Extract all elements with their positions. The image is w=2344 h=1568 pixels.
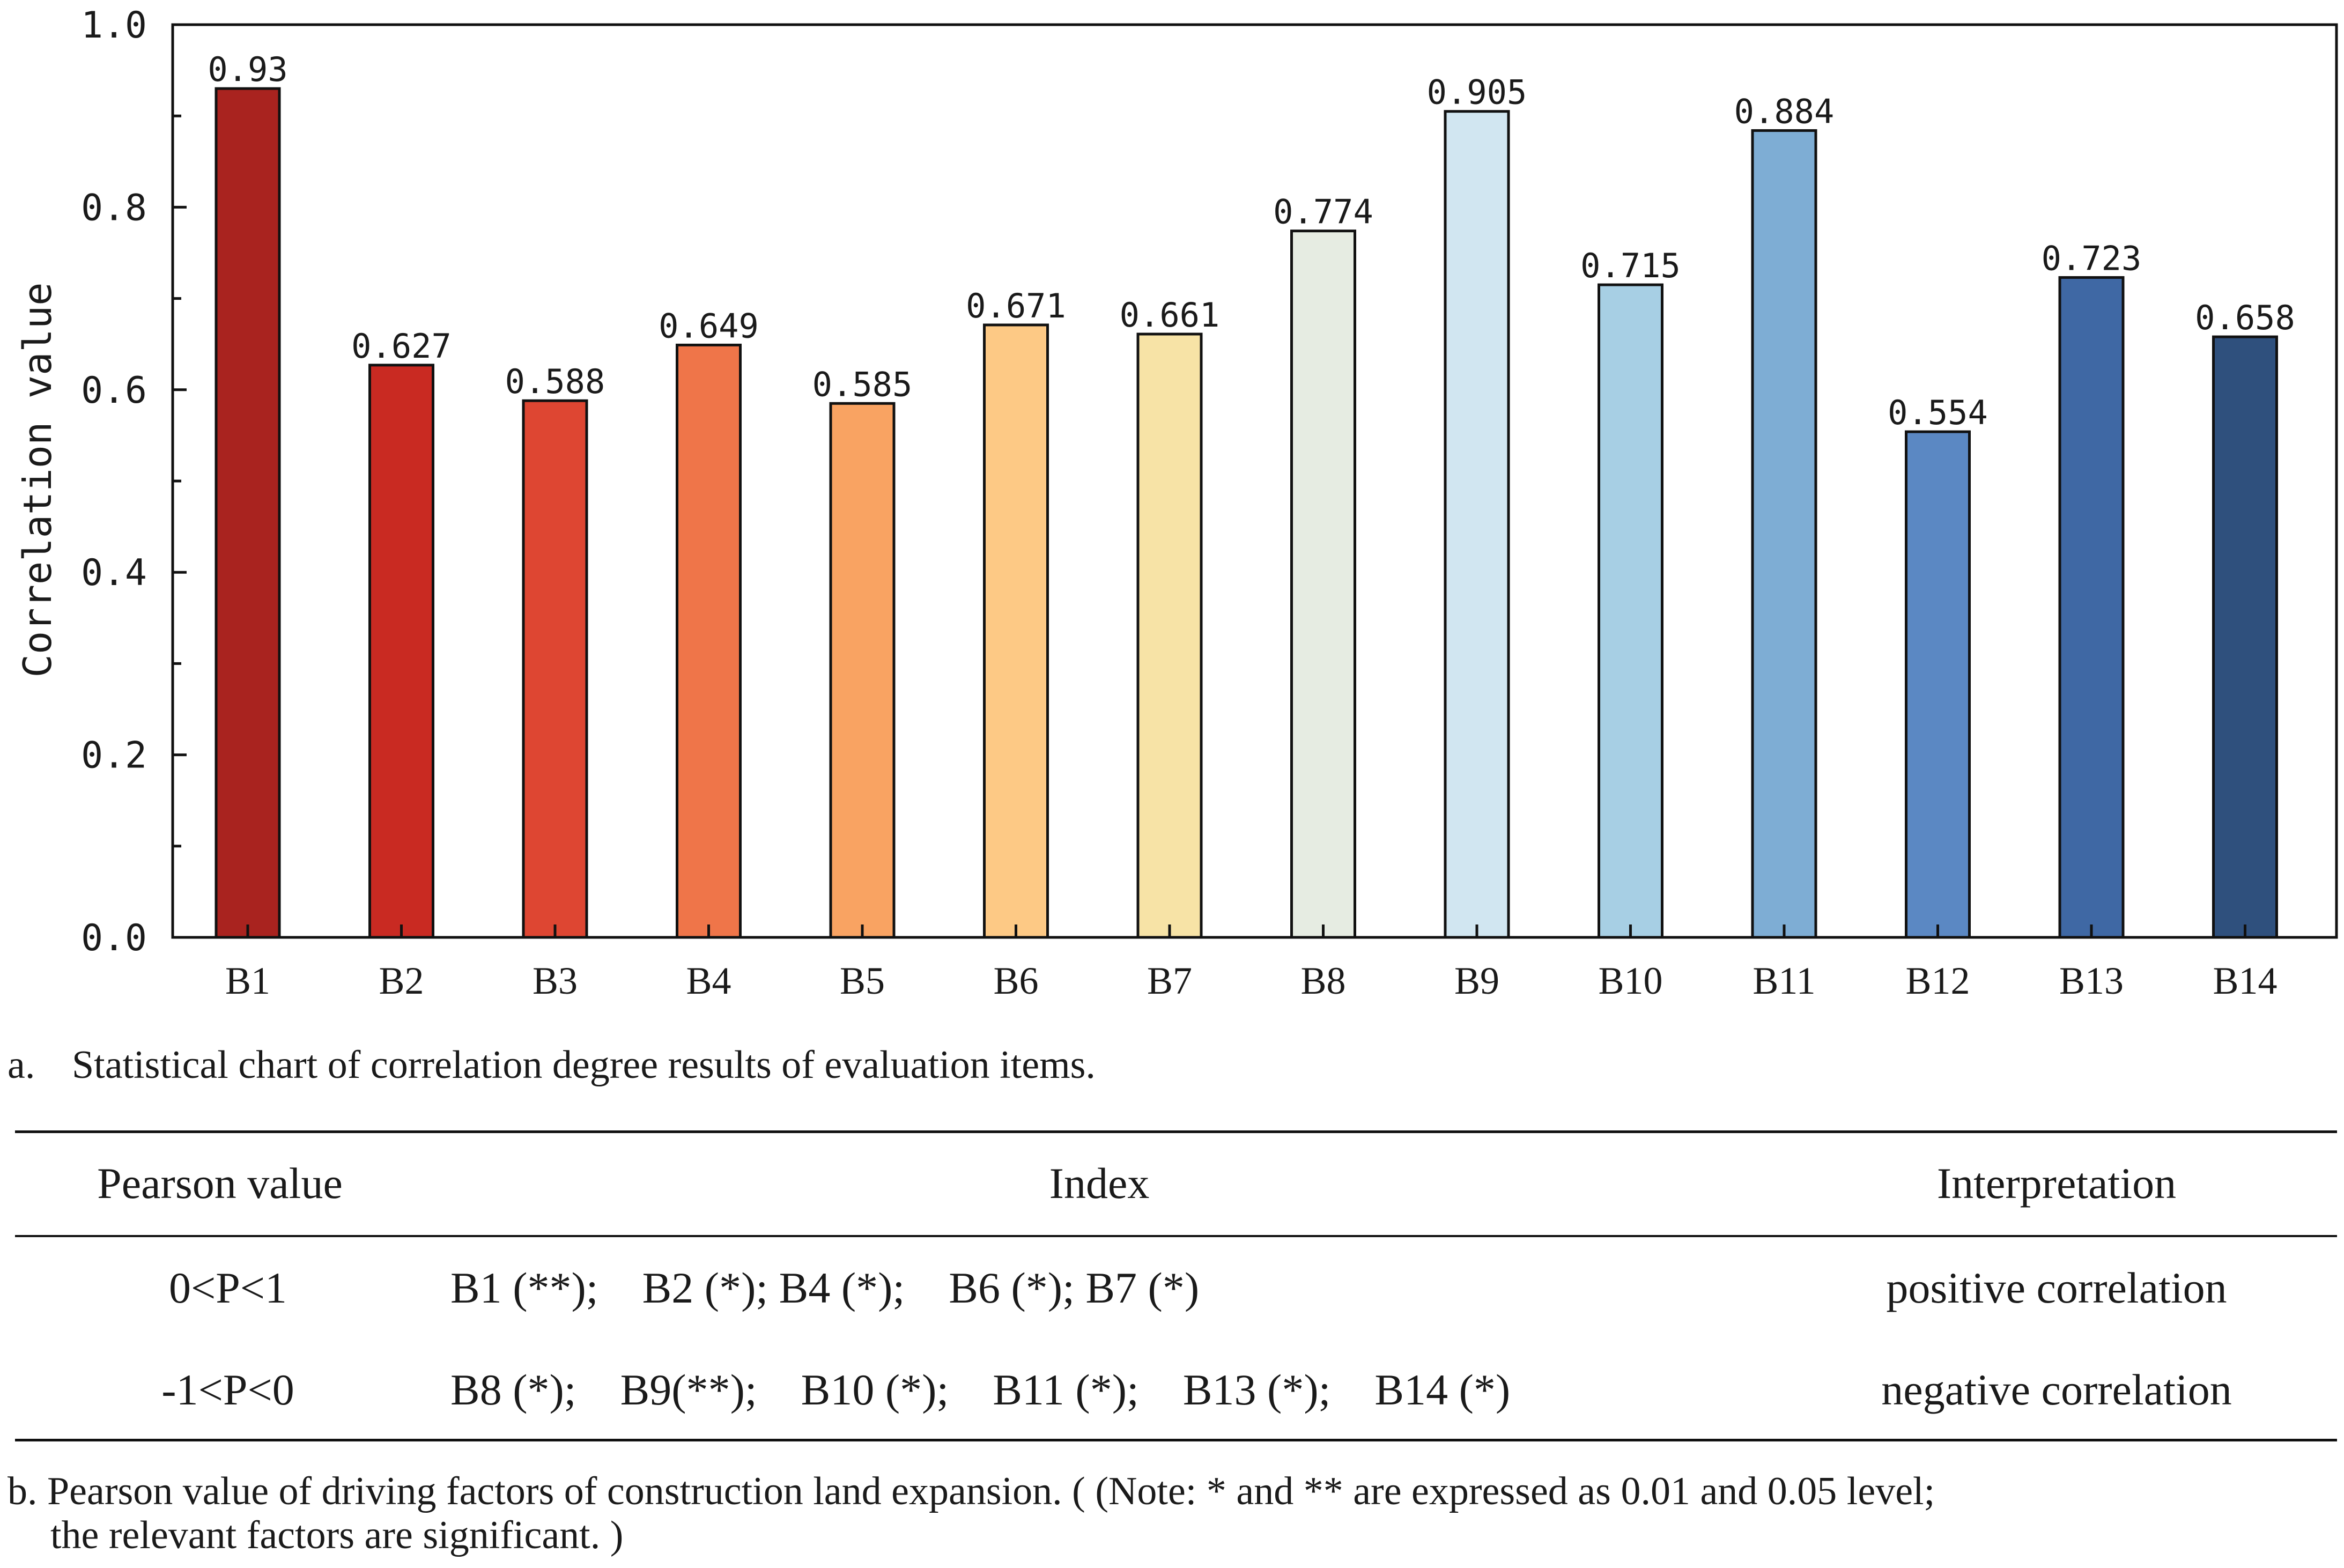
y-tick-label-0: 0.0 (81, 917, 147, 959)
x-tick-label-B11: B11 (1753, 959, 1815, 1002)
bar-B8 (1290, 230, 1356, 939)
value-label-B2: 0.627 (351, 327, 452, 366)
value-label-B4: 0.649 (659, 306, 759, 345)
value-label-B1: 0.93 (208, 50, 287, 89)
table-top-rule (15, 1130, 2337, 1133)
x-tick-label-B9: B9 (1454, 959, 1499, 1002)
y-tick-label-3: 0.6 (81, 369, 147, 412)
x-tick-label-B8: B8 (1300, 959, 1345, 1002)
x-tick-label-B10: B10 (1598, 959, 1662, 1002)
table-bottom-rule (15, 1439, 2337, 1441)
table-row-2-pearson: -1<P<0 (161, 1365, 294, 1414)
plot-frame (171, 23, 2338, 939)
table-row-1-index: B1 (**); B2 (*); B4 (*); B6 (*); B7 (*) (450, 1263, 1200, 1312)
value-label-B13: 0.723 (2042, 239, 2142, 278)
x-tick-label-B1: B1 (225, 959, 270, 1002)
table-header-pearson: Pearson value (97, 1159, 343, 1208)
table-row-2-index: B8 (*); B9(**); B10 (*); B11 (*); B13 (*… (450, 1365, 1511, 1414)
x-tick-label-B4: B4 (686, 959, 731, 1002)
bar-chart: 0.93 0.627 0.588 0.649 0.585 0.671 0.661 0.774 0… (15, 4, 2338, 1002)
y-tick-label-4: 0.8 (81, 187, 147, 229)
value-label-B7: 0.661 (1120, 295, 1220, 335)
value-label-B14: 0.658 (2195, 298, 2295, 337)
bar-B3 (522, 399, 588, 939)
bar-B5 (829, 402, 896, 939)
bar-B1 (215, 87, 281, 939)
bar-B13 (2058, 276, 2125, 939)
bar-B10 (1598, 283, 1663, 939)
bar-B12 (1905, 430, 1971, 939)
y-tick-label-1: 0.2 (81, 735, 147, 777)
x-tick-label-B13: B13 (2059, 959, 2124, 1002)
table-header-index: Index (1049, 1159, 1150, 1208)
value-label-B11: 0.884 (1734, 92, 1835, 131)
value-label-B5: 0.585 (812, 365, 913, 404)
bar-B2 (368, 364, 434, 939)
caption-b-line-1: b. Pearson value of driving factors of c… (8, 1469, 1935, 1513)
table-header-rule (15, 1235, 2337, 1237)
value-label-B10: 0.715 (1580, 246, 1681, 285)
caption-b-line-2: the relevant factors are significant. ) (50, 1513, 624, 1557)
y-tick-label-2: 0.4 (81, 552, 147, 594)
caption-a-letter: a. (8, 1043, 35, 1087)
x-tick-label-B6: B6 (993, 959, 1038, 1002)
value-label-B9: 0.905 (1427, 73, 1527, 112)
table-row-2-interpretation: negative correlation (1881, 1365, 2232, 1414)
bar-B4 (676, 343, 742, 939)
bar-B6 (983, 323, 1049, 939)
caption-b: b. Pearson value of driving factors of c… (8, 1469, 1935, 1557)
value-label-B3: 0.588 (505, 362, 605, 401)
bar-B11 (1751, 129, 1817, 939)
table-header-interpretation: Interpretation (1936, 1159, 2177, 1208)
table-row-1-interpretation: positive correlation (1886, 1263, 2227, 1312)
y-axis-title: Correlation value (15, 283, 60, 678)
table-row-1-pearson: 0<P<1 (168, 1263, 287, 1312)
x-tick-label-B3: B3 (533, 959, 578, 1002)
caption-a: a. Statistical chart of correlation degre… (8, 1043, 1096, 1087)
bar-B14 (2212, 335, 2278, 939)
bar-B7 (1136, 332, 1203, 939)
x-tick-label-B2: B2 (379, 959, 424, 1002)
x-tick-label-B14: B14 (2213, 959, 2277, 1002)
x-tick-label-B5: B5 (840, 959, 885, 1002)
caption-a-text: Statistical chart of correlation degree … (72, 1043, 1096, 1087)
value-label-B6: 0.671 (966, 286, 1066, 326)
x-tick-label-B7: B7 (1147, 959, 1192, 1002)
bar-B9 (1444, 110, 1510, 939)
y-tick-label-5: 1.0 (81, 4, 147, 47)
value-label-B8: 0.774 (1273, 193, 1373, 232)
value-label-B12: 0.554 (1888, 393, 1988, 432)
x-tick-label-B12: B12 (1905, 959, 1970, 1002)
